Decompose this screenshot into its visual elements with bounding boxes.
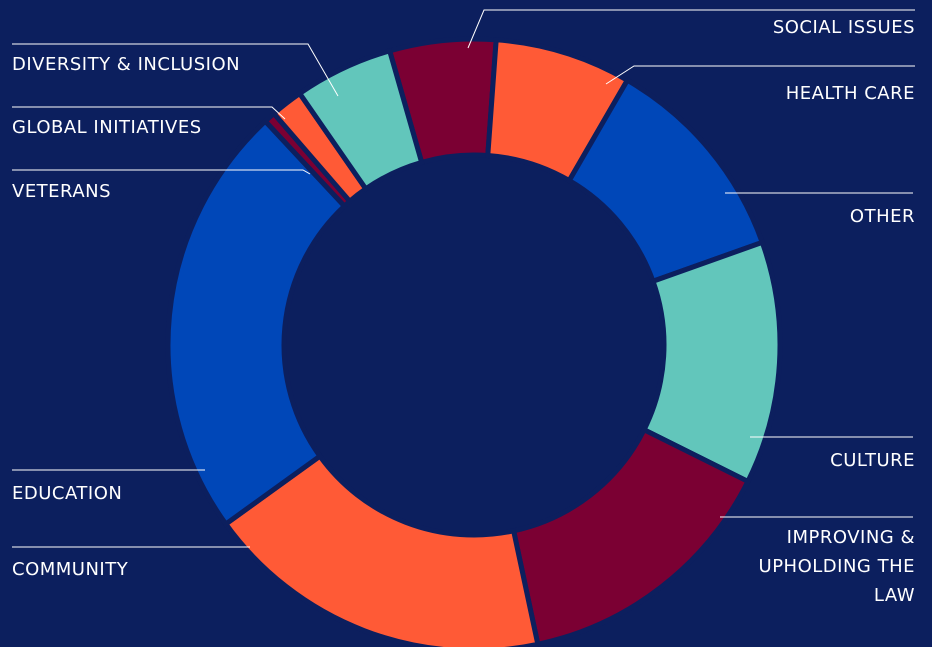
slice-label: IMPROVING & UPHOLDING THE LAW [758, 527, 915, 606]
slice-label: VETERANS [12, 181, 112, 202]
slice-label: EDUCATION [12, 483, 123, 504]
slice-label: CULTURE [830, 450, 915, 471]
donut-slice [165, 117, 348, 528]
leader-line [605, 65, 915, 85]
slice-label: GLOBAL INITIATIVES [12, 117, 202, 138]
leader-line [12, 43, 339, 97]
slice-label: DIVERSITY & INCLUSION [12, 54, 241, 75]
slice-label: HEALTH CARE [785, 83, 915, 104]
slice-label: OTHER [849, 206, 915, 227]
donut-slice [222, 452, 541, 647]
leader-line [12, 106, 286, 120]
leader-line [467, 9, 915, 49]
leader-line [12, 169, 311, 175]
slice-label: SOCIAL ISSUES [772, 17, 915, 38]
donut-slice [296, 47, 425, 193]
slice-label: COMMUNITY [12, 559, 129, 580]
